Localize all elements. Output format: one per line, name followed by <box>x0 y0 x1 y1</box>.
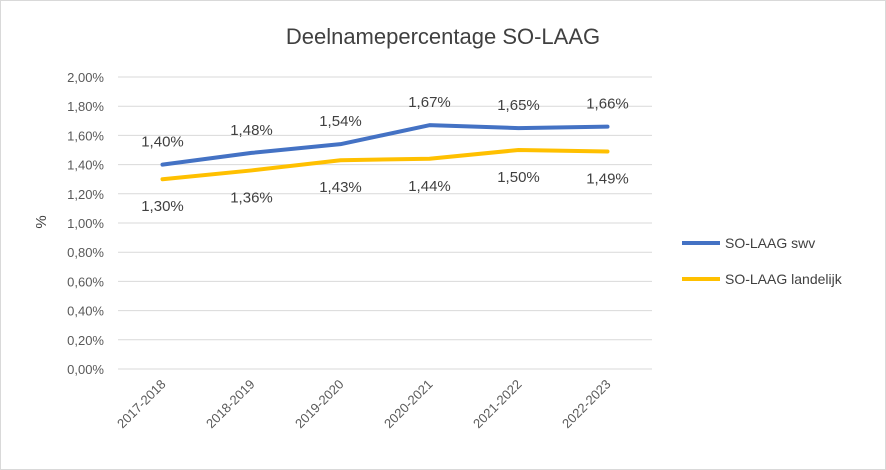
legend-item-label: SO-LAAG swv <box>725 235 815 251</box>
data-label: 1,36% <box>230 189 273 206</box>
x-tick-label: 2021-2022 <box>470 377 525 432</box>
gridlines <box>118 76 652 370</box>
data-label: 1,49% <box>586 170 629 187</box>
y-axis-tick-labels: 0,00% 0,20% 0,40% 0,60% 0,80% 1,00% 1,20% 1,40%… <box>67 70 104 377</box>
series-line <box>160 148 610 182</box>
y-tick-label: 2,00% <box>67 70 104 85</box>
x-tick-label: 2020-2021 <box>381 377 436 432</box>
y-tick-label: 1,60% <box>67 128 104 143</box>
data-labels: 1,40% 1,48% 1,54% 1,67% 1,65% 1,66% 1,30% 1,36%… <box>141 94 629 215</box>
data-label: 1,50% <box>497 169 540 186</box>
data-label: 1,54% <box>319 113 362 130</box>
x-tick-label: 2017-2018 <box>114 377 169 432</box>
y-tick-label: 0,40% <box>67 304 104 319</box>
data-label: 1,65% <box>497 97 540 114</box>
y-tick-label: 1,80% <box>67 99 104 114</box>
y-tick-label: 0,20% <box>67 333 104 348</box>
y-axis-title: % <box>33 215 50 228</box>
data-label: 1,67% <box>408 94 451 111</box>
x-axis-tick-labels: 2017-2018 2018-2019 2019-2020 2020-2021 2021… <box>114 377 614 432</box>
y-tick-label: 1,00% <box>67 216 104 231</box>
y-tick-label: 0,60% <box>67 274 104 289</box>
x-tick-label: 2019-2020 <box>292 377 347 432</box>
data-label: 1,43% <box>319 179 362 196</box>
series-lines <box>160 123 610 182</box>
data-label: 1,66% <box>586 96 629 113</box>
legend: SO-LAAG swv SO-LAAG landelijk <box>682 235 843 287</box>
y-tick-label: 0,00% <box>67 362 104 377</box>
data-label: 1,40% <box>141 134 184 151</box>
data-label: 1,48% <box>230 122 273 139</box>
series-line <box>160 123 610 167</box>
chart-title: Deelnamepercentage SO-LAAG <box>286 24 600 49</box>
y-tick-label: 1,40% <box>67 158 104 173</box>
data-label: 1,30% <box>141 198 184 215</box>
data-label: 1,44% <box>408 178 451 195</box>
x-tick-label: 2018-2019 <box>203 377 258 432</box>
y-tick-label: 1,20% <box>67 187 104 202</box>
y-tick-label: 0,80% <box>67 245 104 260</box>
x-tick-label: 2022-2023 <box>559 377 614 432</box>
legend-item-label: SO-LAAG landelijk <box>725 271 843 287</box>
